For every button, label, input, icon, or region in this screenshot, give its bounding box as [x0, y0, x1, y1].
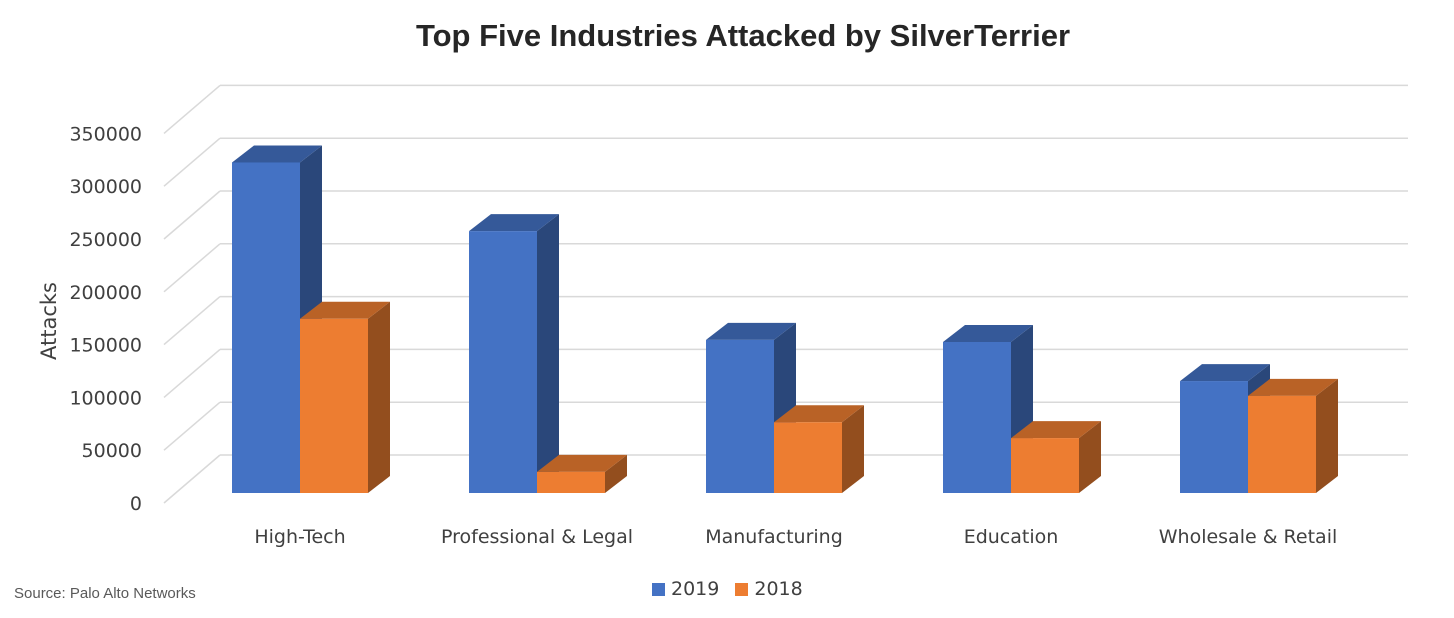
bars	[232, 145, 1338, 494]
bar-2019-professional-legal	[469, 214, 559, 493]
bar-front-face	[706, 339, 774, 493]
x-category-label: Education	[964, 526, 1059, 548]
bar-front-face	[1248, 395, 1316, 493]
bar-top-face	[1180, 364, 1270, 382]
bar-side-face	[1079, 421, 1101, 493]
gridline-diagonal	[163, 137, 221, 187]
y-tick-label: 200000	[69, 282, 142, 304]
legend-item-2019: 2019	[652, 578, 719, 600]
legend-swatch-2018	[735, 582, 749, 596]
x-category-label: Manufacturing	[705, 526, 843, 548]
bar-side-face	[842, 405, 864, 493]
y-axis-title: Attacks	[37, 282, 61, 360]
bar-2018-professional-legal	[537, 454, 627, 493]
x-category-label: High-Tech	[254, 526, 345, 548]
gridline-diagonal	[163, 190, 221, 240]
bar-2018-manufacturing	[774, 405, 864, 493]
bar-side-face	[368, 301, 390, 493]
bar-2019-education	[943, 324, 1033, 493]
bar-front-face	[1180, 381, 1248, 493]
x-axis-categories: High-Tech Professional & Legal Manufacturi…	[254, 526, 1337, 548]
bar-top-face	[1011, 421, 1101, 439]
y-tick-label: 250000	[69, 229, 142, 251]
bar-front-face	[774, 422, 842, 493]
source-note: Source: Palo Alto Networks	[14, 585, 196, 602]
bar-top-face	[300, 301, 390, 319]
bar-top-face	[774, 405, 864, 423]
bar-top-face	[232, 145, 322, 163]
y-tick-label: 150000	[69, 335, 142, 357]
gridline-diagonal	[163, 296, 221, 346]
bar-side-face	[605, 454, 627, 493]
gridline-diagonal	[163, 401, 221, 451]
bar-side-face	[537, 214, 559, 493]
bar-top-face	[1248, 378, 1338, 396]
legend-swatch-2019	[652, 582, 665, 596]
bar-2019-manufacturing	[706, 322, 796, 493]
bar-2018-education	[1011, 421, 1101, 493]
x-category-label: Professional & Legal	[441, 526, 633, 548]
bar-front-face	[1011, 438, 1079, 493]
bar-side-face	[1316, 378, 1338, 493]
chart-title: Top Five Industries Attacked by SilverTe…	[415, 18, 1071, 53]
y-tick-label: 100000	[69, 387, 142, 409]
y-tick-label: 300000	[69, 176, 142, 198]
bar-2018-high-tech	[300, 301, 390, 493]
gridline-diagonal	[163, 348, 221, 398]
bar-2018-wholesale-retail	[1248, 378, 1338, 493]
bar-front-face	[469, 231, 537, 493]
bar-top-face	[706, 322, 796, 340]
bar-top-face	[943, 324, 1033, 342]
y-tick-label: 350000	[69, 123, 142, 145]
bar-front-face	[537, 471, 605, 493]
bar-front-face	[943, 341, 1011, 493]
bar-front-face	[300, 318, 368, 493]
legend: 2019 2018	[652, 578, 819, 600]
gridline-diagonal	[163, 243, 221, 293]
gridline-diagonal	[163, 84, 221, 134]
legend-label-2018: 2018	[754, 578, 803, 600]
gridline-diagonal	[163, 454, 221, 504]
legend-label-2019: 2019	[671, 578, 720, 600]
y-tick-label: 50000	[82, 440, 142, 462]
y-tick-label: 0	[130, 493, 142, 515]
y-axis-ticks: 0 50000 100000 150000 200000 250000 300000 3500…	[69, 123, 142, 515]
legend-item-2018: 2018	[735, 578, 803, 600]
bar-front-face	[232, 162, 300, 494]
x-category-label: Wholesale & Retail	[1159, 526, 1338, 548]
bar-top-face	[469, 214, 559, 232]
bar-top-face	[537, 454, 627, 472]
